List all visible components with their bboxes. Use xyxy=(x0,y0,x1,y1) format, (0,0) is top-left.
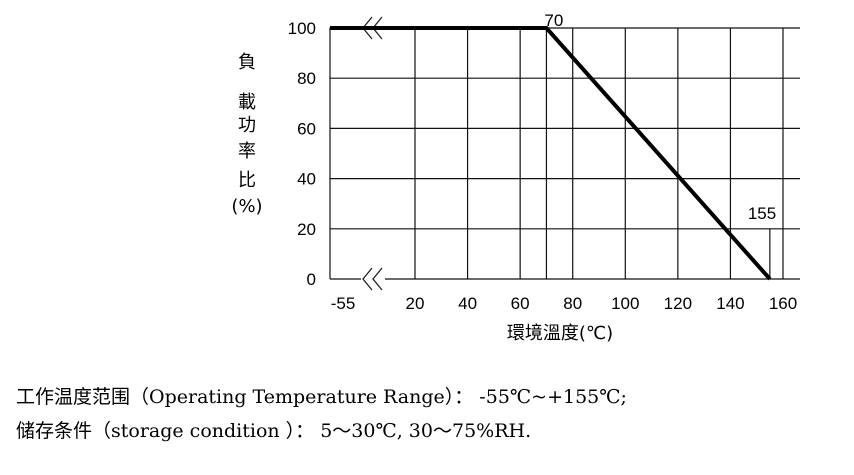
y-tick-label: 0 xyxy=(307,270,316,289)
y-axis-label: 載 xyxy=(238,92,256,113)
y-tick-label: 80 xyxy=(297,69,316,88)
y-tick-label: 100 xyxy=(288,19,316,38)
axis-break-bottom-right xyxy=(372,267,383,291)
x-tick-label: 160 xyxy=(769,294,797,313)
y-axis-label: (%) xyxy=(231,196,262,217)
annotation-155: 155 xyxy=(748,204,776,223)
x-axis-label: 環境溫度(℃) xyxy=(507,323,613,344)
data-point-0-1 xyxy=(545,27,547,29)
grid-lines xyxy=(330,27,800,280)
data-point-0-2 xyxy=(769,278,771,280)
y-tick-label: 60 xyxy=(297,119,316,138)
x-tick-label: 20 xyxy=(406,294,425,313)
storage-condition-note: 储存条件（storage condition ）： 5～30℃, 30～75%R… xyxy=(16,420,532,442)
y-axis-label: 率 xyxy=(238,141,256,162)
label-layer: 0 20 40 60 80 100 -55 20 40 60 80 100 120 140 160 負載功率比… xyxy=(231,11,797,344)
y-tick-label: 40 xyxy=(297,170,316,189)
axes xyxy=(329,16,385,291)
operating-temperature-note: 工作温度范围（Operating Temperature Range）： -55… xyxy=(16,386,627,408)
x-tick-label: 60 xyxy=(511,294,530,313)
x-tick-label: 120 xyxy=(664,294,692,313)
y-tick-label: 20 xyxy=(297,220,316,239)
y-axis-label: 負 xyxy=(238,52,256,73)
data-point-0-0 xyxy=(329,27,331,29)
x-tick-label: -55 xyxy=(331,294,356,313)
y-axis-label: 功 xyxy=(238,115,256,136)
annotation-70: 70 xyxy=(544,11,563,30)
series-line-0 xyxy=(330,26,772,281)
series-layer xyxy=(329,26,772,281)
x-tick-label: 140 xyxy=(716,294,744,313)
x-tick-label: 80 xyxy=(563,294,582,313)
y-axis-label: 比 xyxy=(238,170,256,191)
x-tick-label: 40 xyxy=(458,294,477,313)
derating-chart: 0 20 40 60 80 100 -55 20 40 60 80 100 120 140 160 負載功率比… xyxy=(231,11,800,344)
axis-break-bottom-left xyxy=(362,267,373,291)
x-tick-label: 100 xyxy=(611,294,639,313)
